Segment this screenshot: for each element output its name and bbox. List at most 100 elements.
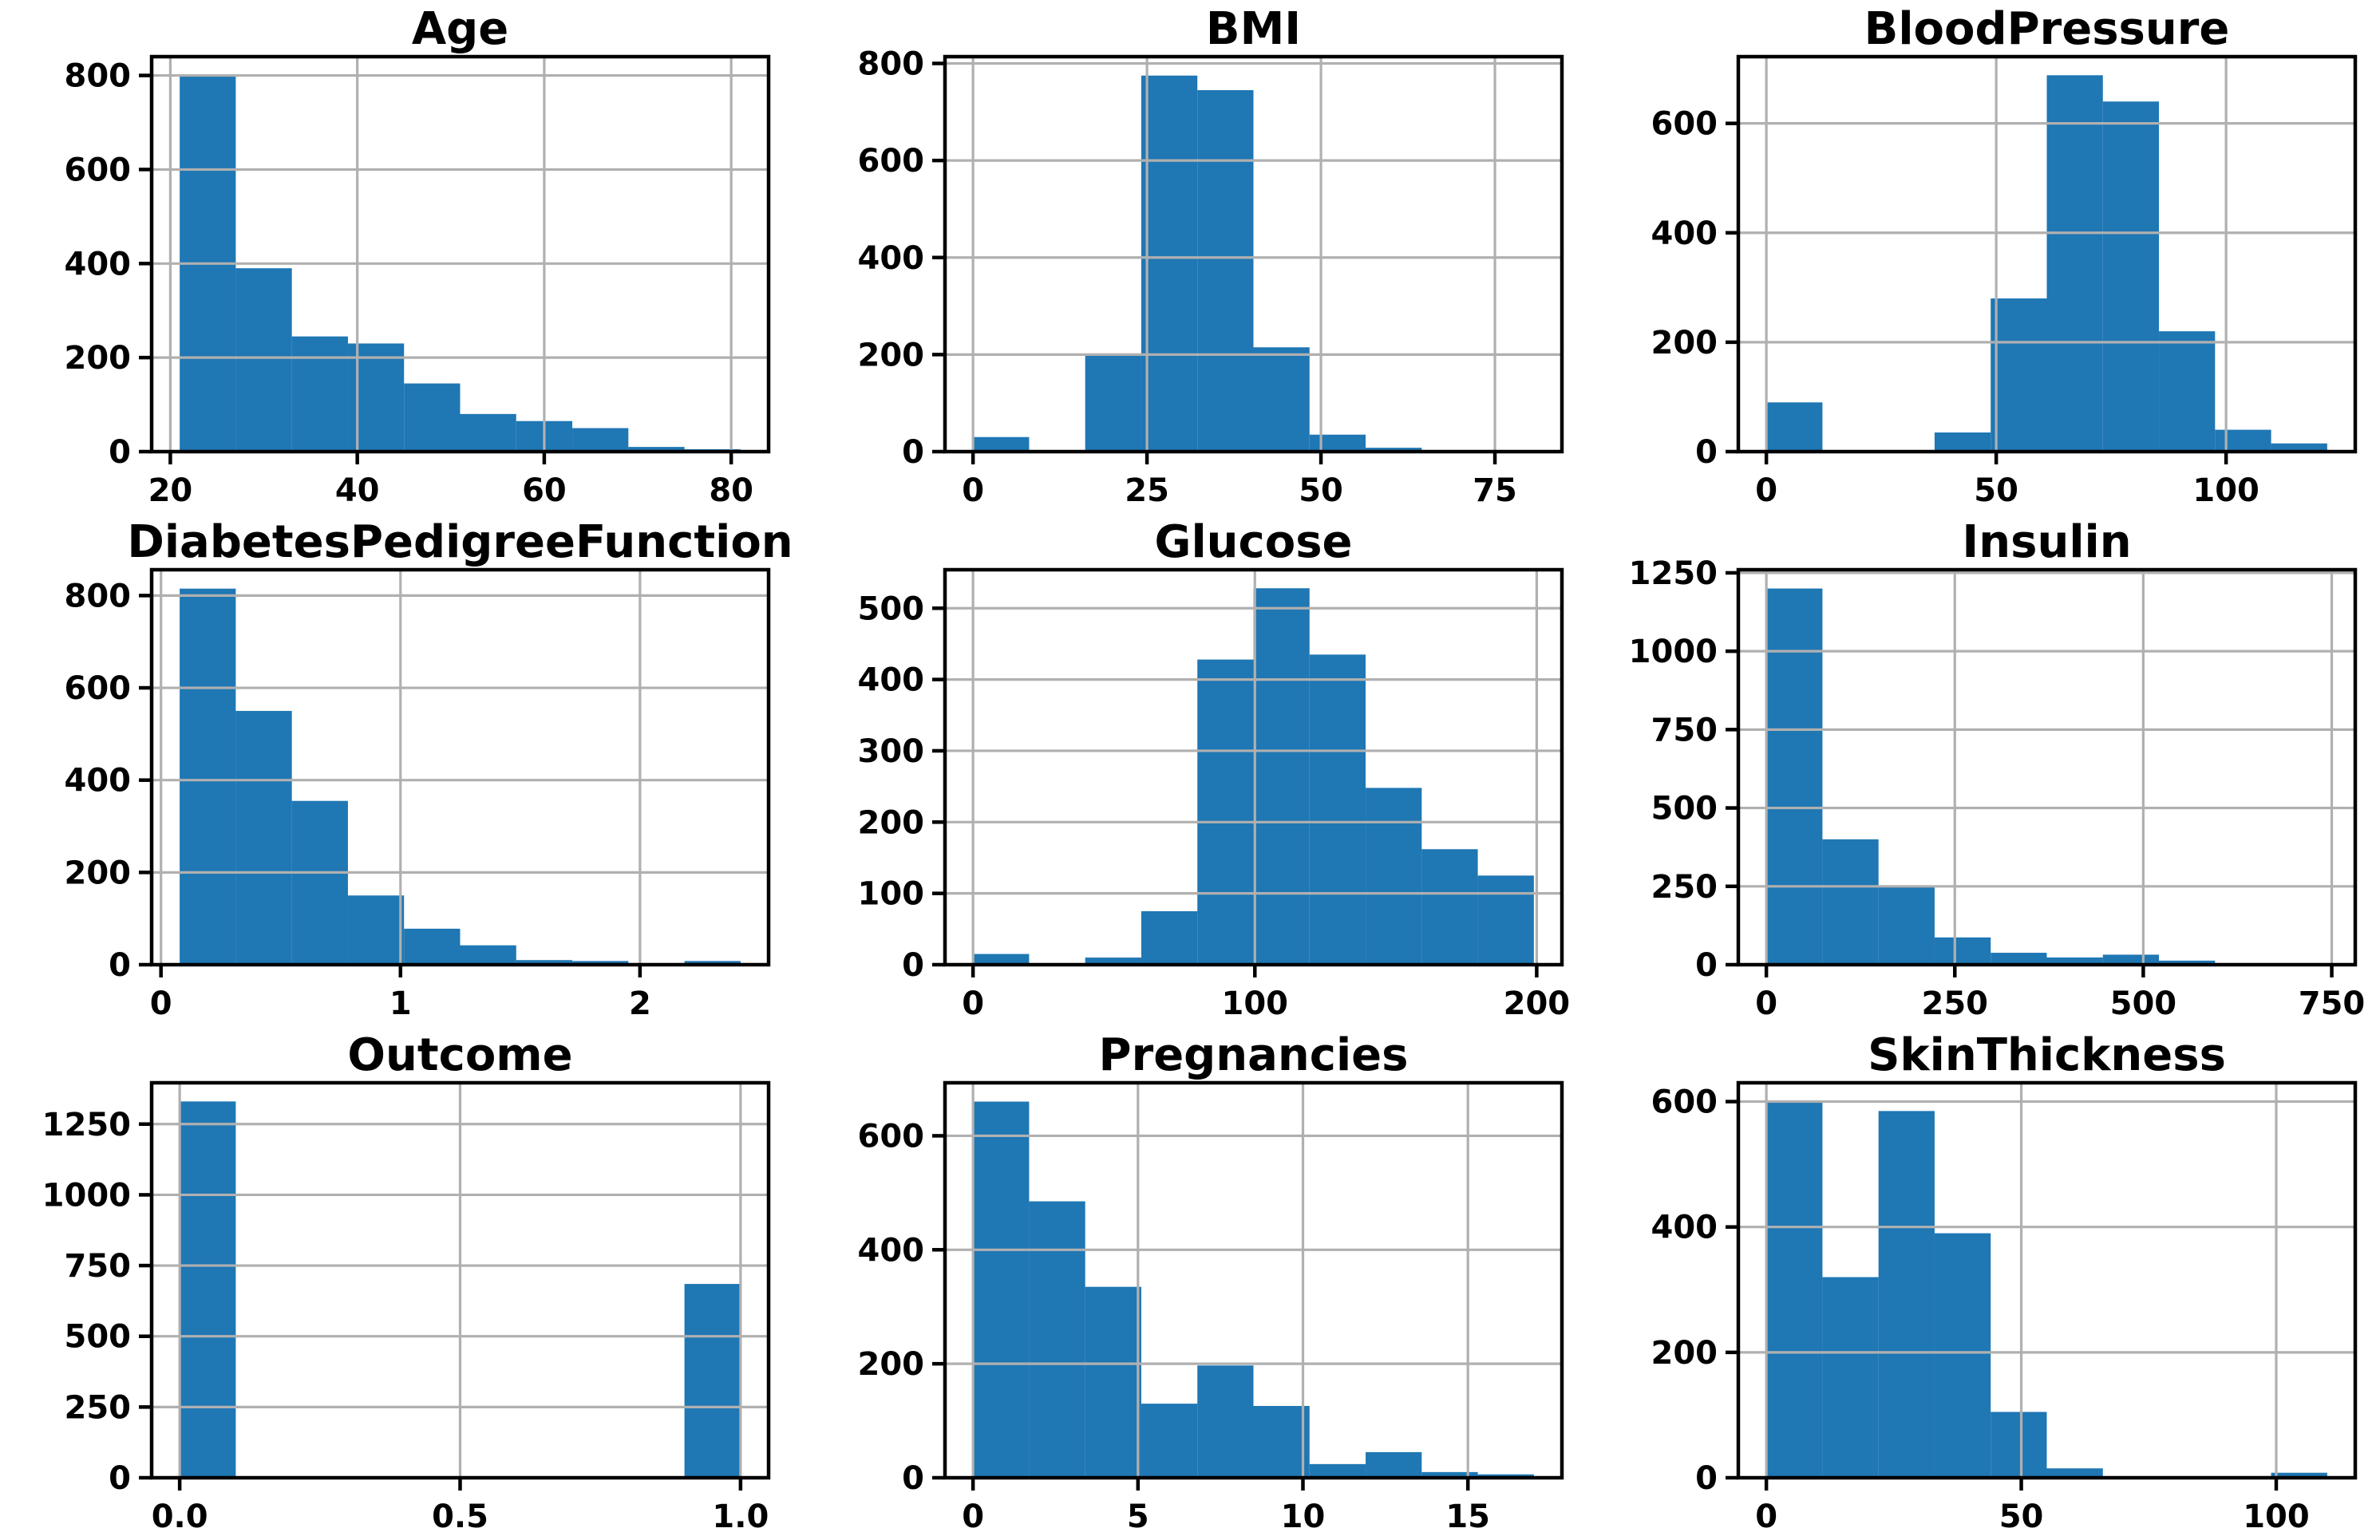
histogram-bar <box>404 383 461 452</box>
y-tick-label: 400 <box>1651 215 1718 252</box>
axes-spines <box>943 54 1564 454</box>
y-tick-label: 200 <box>858 804 925 841</box>
histogram-bar <box>1309 654 1366 965</box>
y-tick-label: 0 <box>902 1460 924 1497</box>
histogram-bar <box>1253 1406 1310 1478</box>
histogram-bar <box>2159 331 2216 452</box>
histogram-bar <box>1141 1404 1198 1478</box>
histogram-bar <box>1766 1101 1823 1478</box>
histogram-bar <box>516 960 573 965</box>
histogram-bar <box>404 928 461 965</box>
histogram-bar <box>180 1101 236 1478</box>
y-tick-label: 600 <box>1651 1084 1718 1121</box>
y-tick-label: 0 <box>1695 1460 1718 1497</box>
axes-spines <box>1736 54 2358 454</box>
outcome-histogram-plot: 0.0 0.5 1.0 0 250 500 750 1000 1250 <box>42 1080 771 1535</box>
histogram-bar <box>1934 432 1991 452</box>
histogram-bar <box>2215 429 2271 452</box>
histogram-bar <box>235 710 292 965</box>
plot-title: BMI <box>1205 3 1302 55</box>
pregnancies-histogram-plot: 0 5 10 15 0 200 400 600 <box>858 1080 1564 1535</box>
x-tick-label: 100 <box>1222 985 1289 1022</box>
histogram-bar <box>1029 1201 1085 1478</box>
x-tick-label: 5 <box>1127 1499 1149 1535</box>
histogram-bar <box>347 895 405 965</box>
y-tick-label: 500 <box>65 1319 132 1356</box>
axes-spines <box>1736 567 2358 967</box>
x-tick-label: 15 <box>1445 1499 1490 1535</box>
y-tick-label: 250 <box>65 1389 132 1426</box>
x-tick-label: 0 <box>1755 472 1777 509</box>
histogram-bar <box>1309 434 1366 452</box>
y-tick-label: 400 <box>858 240 925 277</box>
diabetes-pedigree-function-histogram-plot: 0 1 2 0 200 400 600 800 <box>65 567 771 1022</box>
x-tick-label: 1 <box>389 985 412 1022</box>
y-tick-label: 500 <box>1651 791 1718 827</box>
axes-spines <box>149 54 771 454</box>
histogram-bar <box>291 800 348 965</box>
histogram-bar <box>1085 1286 1141 1478</box>
x-tick-label: 750 <box>2299 985 2366 1022</box>
y-tick-label: 600 <box>858 143 925 180</box>
histogram-bar <box>1991 953 2047 965</box>
histogram-bar <box>684 1284 741 1478</box>
y-tick-label: 200 <box>858 337 925 373</box>
histogram-bar <box>1253 588 1310 965</box>
y-tick-label: 1250 <box>42 1107 131 1143</box>
axes-spines <box>943 1080 1564 1480</box>
subplot-age: Age 20 40 60 80 0 200 400 600 800 <box>0 0 793 513</box>
x-tick-label: 50 <box>1974 472 2018 509</box>
y-tick-label: 600 <box>858 1118 925 1155</box>
y-tick-label: 400 <box>65 763 132 800</box>
bmi-histogram-plot: 0 25 50 75 0 200 400 600 800 <box>858 46 1564 509</box>
x-tick-label: 60 <box>522 472 567 509</box>
y-tick-label: 400 <box>858 662 925 699</box>
y-tick-label: 750 <box>65 1248 132 1285</box>
histogram-bar <box>572 961 629 965</box>
plot-title: Age <box>411 3 509 55</box>
y-tick-label: 300 <box>858 733 925 770</box>
x-tick-label: 50 <box>1999 1499 2044 1535</box>
insulin-histogram-plot: 0 250 500 750 0 250 500 750 1000 1250 <box>1629 555 2366 1022</box>
subplot-skin-thickness: SkinThickness 0 50 100 0 200 400 600 <box>1587 1026 2380 1539</box>
y-tick-label: 400 <box>1651 1210 1718 1246</box>
x-tick-label: 0 <box>1755 1499 1777 1535</box>
plot-title: Insulin <box>1962 516 2132 568</box>
y-tick-label: 600 <box>65 670 132 707</box>
skin-thickness-histogram-plot: 0 50 100 0 200 400 600 <box>1651 1080 2358 1535</box>
y-tick-label: 200 <box>65 855 132 891</box>
y-tick-label: 500 <box>858 590 925 627</box>
y-tick-label: 600 <box>1651 106 1718 143</box>
y-tick-label: 200 <box>1651 1335 1718 1372</box>
histogram-bar <box>684 961 741 965</box>
histogram-bar <box>1991 1412 2047 1478</box>
histogram-bar <box>1766 588 1823 965</box>
x-tick-label: 0 <box>1755 985 1777 1022</box>
y-tick-label: 200 <box>1651 325 1718 361</box>
histogram-bar <box>973 1101 1030 1478</box>
subplot-glucose: Glucose 0 100 200 0 100 200 300 400 500 <box>793 513 1587 1026</box>
histogram-bar <box>1421 849 1478 965</box>
histogram-bar <box>1477 875 1534 965</box>
histogram-bar <box>1085 958 1141 965</box>
y-tick-label: 750 <box>1651 712 1718 748</box>
histogram-bar <box>1878 1111 1935 1478</box>
histogram-bar <box>1141 75 1198 452</box>
y-tick-label: 1000 <box>1629 634 1718 670</box>
histogram-bar <box>460 945 516 965</box>
histogram-bar <box>2102 101 2160 452</box>
x-tick-label: 1.0 <box>712 1499 769 1535</box>
histogram-bar <box>1878 886 1935 965</box>
subplot-bmi: BMI 0 25 50 75 0 200 400 600 800 <box>793 0 1587 513</box>
x-tick-label: 20 <box>148 472 193 509</box>
y-tick-label: 0 <box>109 947 131 984</box>
histogram-bar <box>1934 937 1991 965</box>
histogram-bar <box>1991 298 2047 452</box>
x-tick-label: 100 <box>2192 472 2259 509</box>
subplot-outcome: Outcome 0.0 0.5 1.0 0 250 500 750 1000 1250 <box>0 1026 793 1539</box>
y-tick-label: 0 <box>1695 434 1718 471</box>
histogram-bar <box>1309 1463 1366 1478</box>
y-tick-label: 100 <box>858 876 925 913</box>
subplot-insulin: Insulin 0 250 500 750 0 250 500 750 1000 1250 <box>1587 513 2380 1026</box>
